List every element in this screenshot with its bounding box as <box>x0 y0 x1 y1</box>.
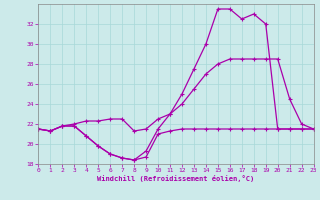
X-axis label: Windchill (Refroidissement éolien,°C): Windchill (Refroidissement éolien,°C) <box>97 175 255 182</box>
